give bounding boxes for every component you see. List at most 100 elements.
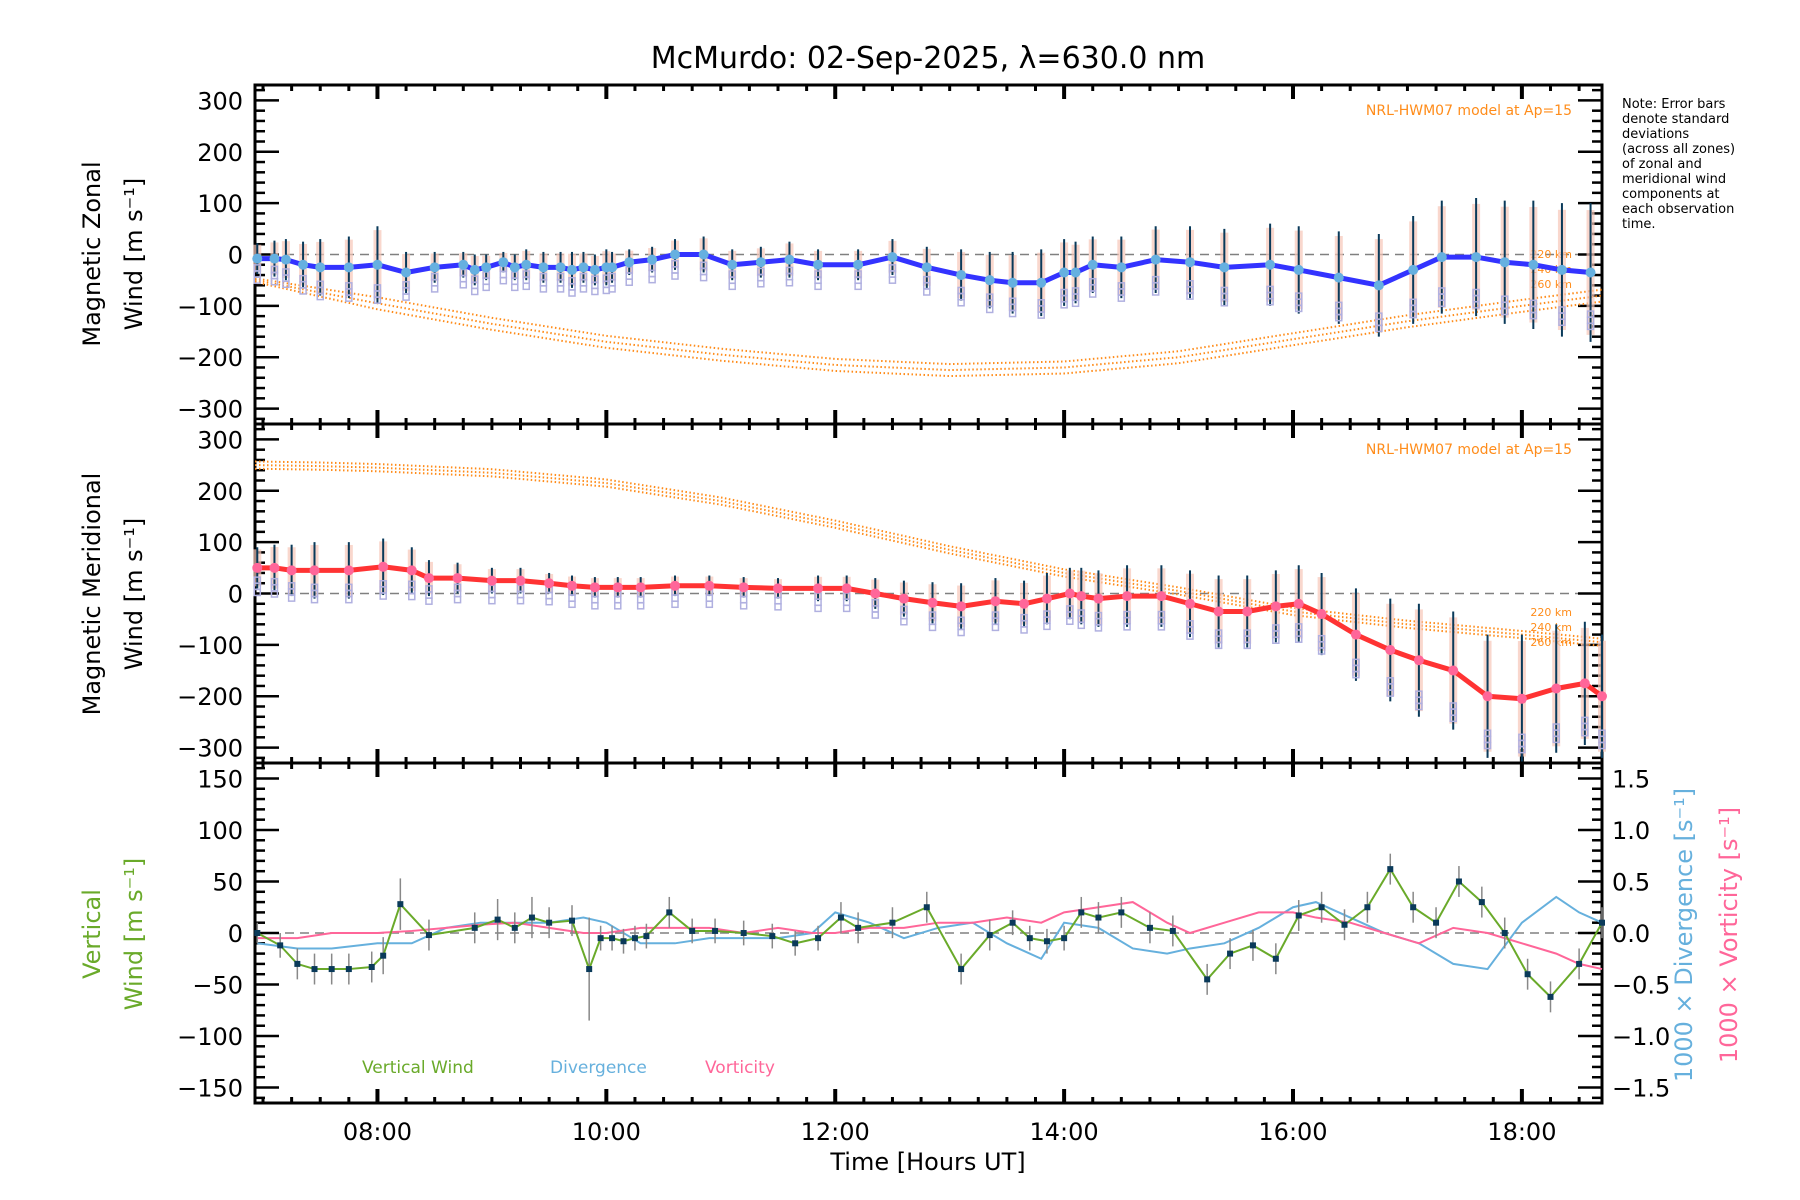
data-point xyxy=(1213,606,1224,617)
note-line: deviations xyxy=(1622,127,1689,142)
zone-sample xyxy=(1037,311,1045,319)
zone-sample xyxy=(453,595,462,604)
zone-sample xyxy=(270,277,279,286)
data-point xyxy=(887,252,898,263)
altitude-label: 240 km xyxy=(1530,621,1572,634)
data-point xyxy=(1579,678,1590,689)
data-point xyxy=(927,597,938,608)
zone-sample xyxy=(699,273,708,282)
data-point xyxy=(298,259,309,270)
zone-sample xyxy=(1117,294,1126,302)
altitude-label: 260 km xyxy=(1530,636,1572,649)
data-point xyxy=(1219,262,1230,273)
data-point xyxy=(1597,691,1607,702)
zone-sample xyxy=(568,289,576,297)
vertical-panel: −150 −100 −50 0 50 100 150 −1.5 −1.0 −0.5 0.0 0.5 1.… xyxy=(177,761,1670,1146)
vertical-wind-point xyxy=(1295,912,1302,919)
vertical-wind-point xyxy=(1455,878,1462,885)
zone-sample xyxy=(425,597,433,605)
data-point xyxy=(252,253,263,264)
data-point xyxy=(853,259,864,270)
zone-sample xyxy=(1123,623,1131,631)
vertical-wind-point xyxy=(769,933,776,940)
zone-sample xyxy=(636,602,645,610)
vertical-wind-point xyxy=(1061,935,1068,942)
zone-sample xyxy=(923,288,931,296)
zone-sample xyxy=(345,294,353,302)
zone-sample xyxy=(373,296,382,304)
vertical-wind-point xyxy=(368,964,375,970)
chart-title: McMurdo: 02-Sep-2025, λ=630.0 nm xyxy=(651,41,1205,76)
vertical-wind-point xyxy=(569,917,576,924)
zone-sample xyxy=(1151,288,1160,296)
model-curve-260-km xyxy=(254,281,1603,378)
note-line: of zonal and xyxy=(1622,157,1702,172)
data-point xyxy=(984,275,995,286)
data-point xyxy=(1316,609,1327,620)
zone-sample xyxy=(900,618,908,626)
zone-sample xyxy=(1581,728,1589,737)
data-point xyxy=(515,575,526,586)
model-curve-240-km xyxy=(254,279,1603,372)
zone-sample xyxy=(991,623,1000,632)
zone-sample xyxy=(1375,324,1383,333)
y-tick-label: −300 xyxy=(177,735,243,763)
data-point xyxy=(1528,259,1539,270)
data-point xyxy=(956,601,967,612)
vertical-wind-point xyxy=(1364,904,1371,911)
data-point xyxy=(755,257,766,268)
zone-sample xyxy=(739,602,748,610)
zone-sample xyxy=(310,595,319,604)
zone-sample xyxy=(568,600,576,609)
vertical-wind-point xyxy=(643,933,650,940)
x-tick-label: 18:00 xyxy=(1487,1118,1556,1146)
zone-sample xyxy=(842,604,851,613)
vertical-wind-point xyxy=(1524,971,1531,978)
vertical-wind-point xyxy=(511,924,518,931)
data-point xyxy=(1070,267,1081,278)
data-point xyxy=(813,583,824,594)
zone-sample xyxy=(522,282,530,291)
vertical-wind-point xyxy=(397,901,404,908)
data-point xyxy=(1499,257,1510,268)
meridional-ylabel-line2: Wind [m s⁻¹] xyxy=(120,518,148,670)
zone-sample xyxy=(671,272,679,280)
vertical-wind-point xyxy=(1272,955,1279,962)
data-point xyxy=(481,262,492,273)
data-point xyxy=(738,582,749,593)
legend-vertical-wind: Vertical Wind xyxy=(362,1058,474,1078)
model-label: NRL-HWM07 model at Ap=15 xyxy=(1366,442,1572,458)
zone-sample xyxy=(459,281,468,289)
vertical-wind-point xyxy=(689,927,696,934)
data-point xyxy=(1293,264,1304,275)
data-point xyxy=(280,254,291,265)
model-curve-220-km xyxy=(254,460,1603,640)
vertical-wind-point xyxy=(1227,950,1234,957)
model-label: NRL-HWM07 model at Ap=15 xyxy=(1366,103,1572,119)
legend-vorticity: Vorticity xyxy=(705,1058,775,1078)
x-tick-label: 16:00 xyxy=(1258,1118,1327,1146)
data-point xyxy=(498,257,509,268)
zone-sample xyxy=(1094,624,1103,632)
zone-sample xyxy=(1266,298,1274,306)
data-point xyxy=(1413,655,1424,666)
zone-sample xyxy=(1157,623,1166,631)
zone-sample xyxy=(1472,301,1480,309)
vertical-wind-point xyxy=(923,904,930,911)
x-tick-label: 10:00 xyxy=(572,1118,641,1146)
vertical-wind-point xyxy=(712,927,719,934)
data-point xyxy=(1516,693,1527,704)
vorticity-line xyxy=(257,901,1603,971)
y2-tick-label: 1.5 xyxy=(1612,765,1650,793)
note-line: components at xyxy=(1622,187,1720,202)
zone-sample xyxy=(579,285,588,293)
data-point xyxy=(841,583,852,594)
data-point xyxy=(269,253,280,264)
data-point xyxy=(589,582,600,593)
zone-sample xyxy=(1243,641,1251,650)
zone-sample xyxy=(1066,617,1074,625)
zone-sample xyxy=(928,623,937,632)
data-point xyxy=(1293,598,1304,609)
y-tick-label: −50 xyxy=(192,972,243,1000)
